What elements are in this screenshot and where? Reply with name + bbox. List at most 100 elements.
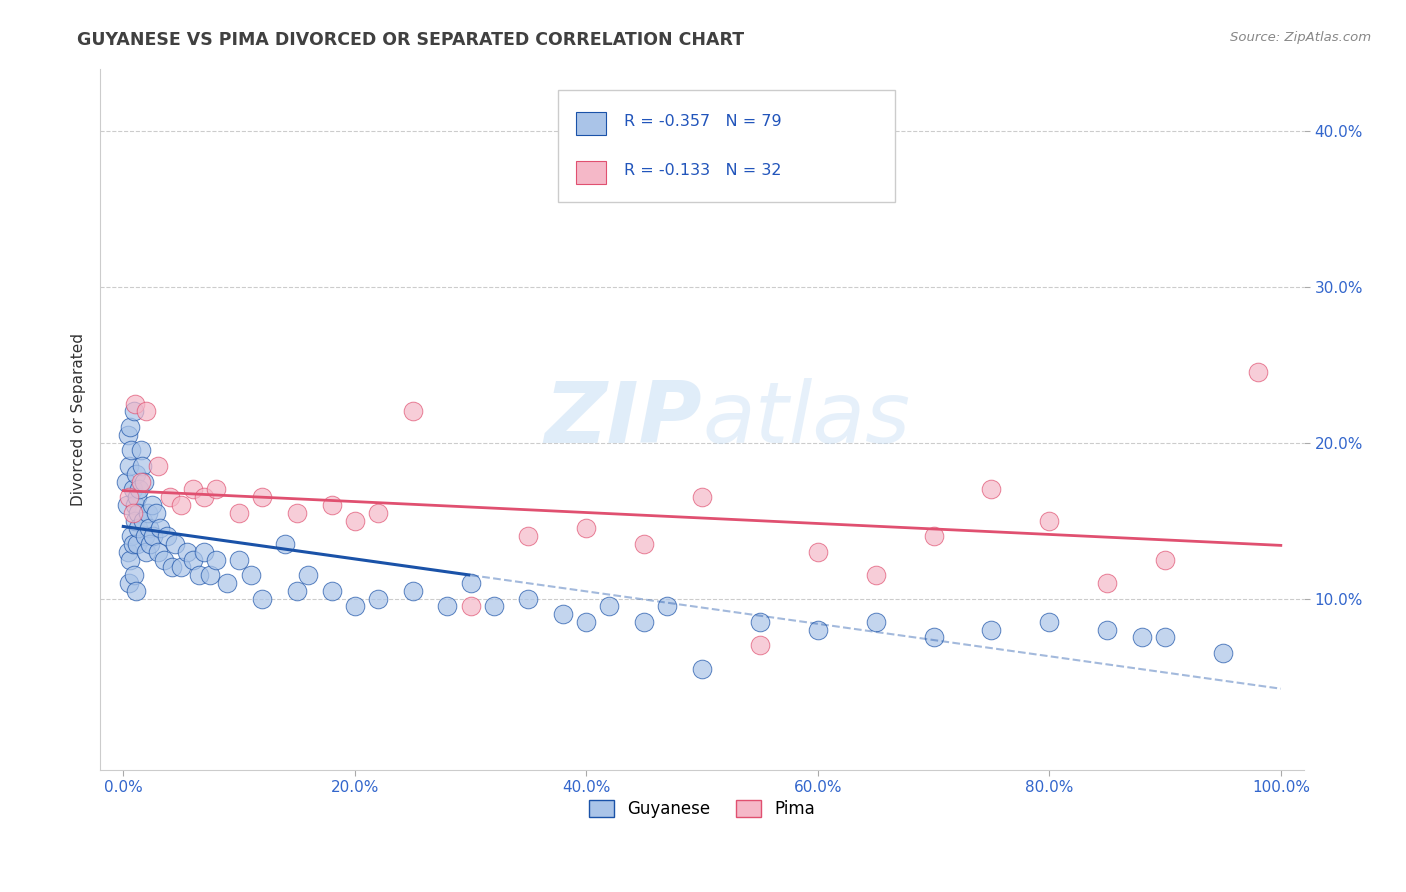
Point — [198, 568, 221, 582]
Point — [159, 490, 181, 504]
Point — [285, 583, 308, 598]
Point — [217, 576, 239, 591]
Point — [205, 552, 228, 566]
Point — [129, 443, 152, 458]
Point — [121, 483, 143, 497]
Point — [460, 599, 482, 614]
Point — [127, 490, 149, 504]
Point — [922, 631, 945, 645]
Point — [575, 521, 598, 535]
FancyBboxPatch shape — [558, 89, 894, 202]
Point — [170, 560, 193, 574]
Point — [922, 529, 945, 543]
Point — [807, 545, 830, 559]
Point — [517, 529, 540, 543]
Point — [120, 552, 142, 566]
Point — [321, 498, 343, 512]
Point — [121, 537, 143, 551]
Point — [239, 568, 262, 582]
Point — [1038, 514, 1060, 528]
Point — [193, 545, 215, 559]
Point — [807, 623, 830, 637]
Point — [274, 537, 297, 551]
Point — [343, 514, 366, 528]
Text: R = -0.133   N = 32: R = -0.133 N = 32 — [624, 162, 782, 178]
Point — [1246, 366, 1268, 380]
Text: R = -0.357   N = 79: R = -0.357 N = 79 — [624, 113, 782, 128]
Y-axis label: Divorced or Separated: Divorced or Separated — [72, 333, 86, 506]
Point — [205, 483, 228, 497]
Point — [127, 521, 149, 535]
Point — [1095, 623, 1118, 637]
Point — [115, 498, 138, 512]
Point — [250, 591, 273, 606]
Point — [321, 583, 343, 598]
Point — [1130, 631, 1153, 645]
Point — [156, 529, 179, 543]
Point — [1154, 631, 1177, 645]
Point — [402, 404, 425, 418]
Point — [134, 529, 156, 543]
Point — [128, 483, 150, 497]
Point — [181, 483, 204, 497]
Point — [135, 404, 157, 418]
Point — [160, 560, 183, 574]
Point — [228, 552, 250, 566]
Point — [118, 490, 141, 504]
Point — [165, 537, 187, 551]
Point — [865, 568, 887, 582]
Point — [228, 506, 250, 520]
Point — [690, 490, 713, 504]
Legend: Guyanese, Pima: Guyanese, Pima — [582, 793, 821, 825]
Point — [136, 506, 159, 520]
Text: atlas: atlas — [702, 377, 910, 461]
Point — [575, 615, 598, 629]
Point — [120, 443, 142, 458]
Point — [285, 506, 308, 520]
Point — [1095, 576, 1118, 591]
Point — [127, 537, 149, 551]
Point — [748, 615, 770, 629]
Point — [482, 599, 505, 614]
Point — [127, 506, 149, 520]
Point — [690, 662, 713, 676]
Point — [120, 529, 142, 543]
Point — [1154, 552, 1177, 566]
Point — [131, 458, 153, 473]
Text: GUYANESE VS PIMA DIVORCED OR SEPARATED CORRELATION CHART: GUYANESE VS PIMA DIVORCED OR SEPARATED C… — [77, 31, 744, 49]
Point — [250, 490, 273, 504]
Point — [118, 576, 141, 591]
Point — [181, 552, 204, 566]
Point — [149, 521, 172, 535]
Text: ZIP: ZIP — [544, 377, 702, 461]
Point — [633, 615, 655, 629]
Point — [121, 506, 143, 520]
Point — [146, 545, 169, 559]
Point — [125, 467, 148, 481]
Point — [132, 514, 155, 528]
Point — [176, 545, 198, 559]
Point — [170, 498, 193, 512]
Text: Source: ZipAtlas.com: Source: ZipAtlas.com — [1230, 31, 1371, 45]
Point — [141, 498, 163, 512]
Point — [145, 506, 167, 520]
Point — [129, 475, 152, 489]
Point — [114, 475, 136, 489]
Point — [117, 545, 139, 559]
Point — [343, 599, 366, 614]
Point — [125, 583, 148, 598]
Point — [117, 427, 139, 442]
Point — [138, 521, 160, 535]
Point — [633, 537, 655, 551]
Point — [460, 576, 482, 591]
Point — [193, 490, 215, 504]
Point — [517, 591, 540, 606]
Point — [865, 615, 887, 629]
Point — [122, 568, 145, 582]
Point — [152, 552, 174, 566]
Point — [134, 475, 156, 489]
Point — [187, 568, 209, 582]
Point — [124, 397, 146, 411]
Point — [120, 420, 142, 434]
Point — [135, 545, 157, 559]
